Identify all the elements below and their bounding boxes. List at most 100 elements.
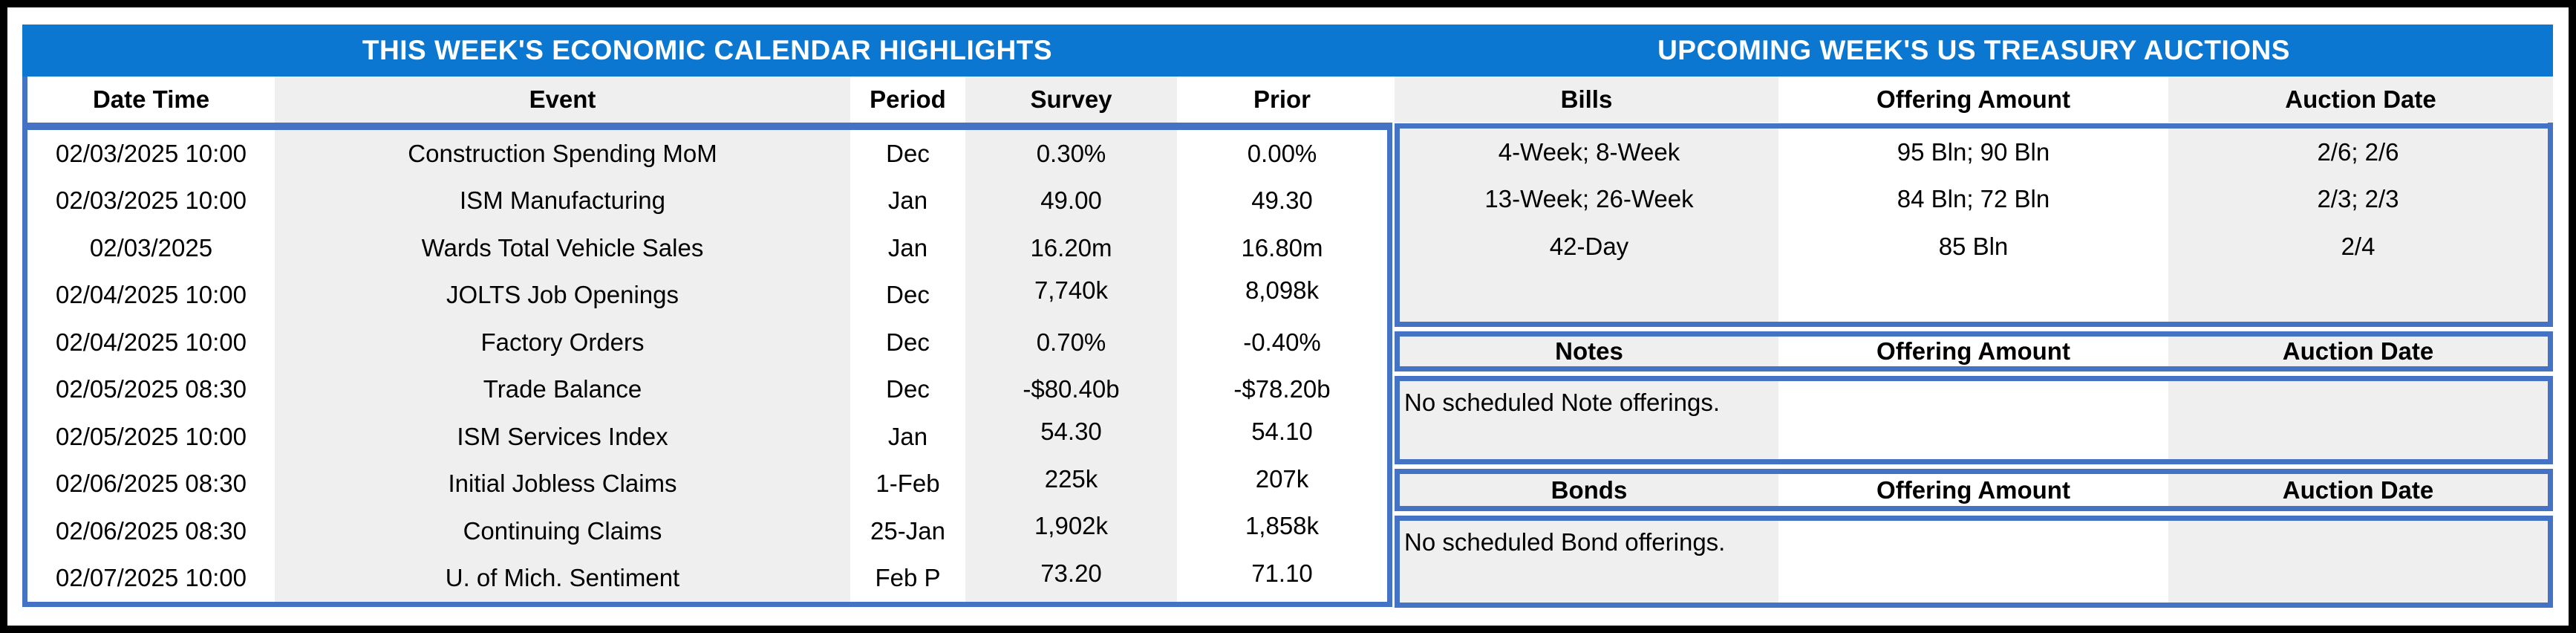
calendar-cell-prior: 16.80m (1241, 233, 1323, 262)
calendar-cell-survey: -$80.40b (965, 366, 1177, 413)
calendar-cell-event: U. of Mich. Sentiment (275, 554, 850, 602)
title-bar: THIS WEEK'S ECONOMIC CALENDAR HIGHLIGHTS… (22, 25, 2553, 77)
calendar-cell-period: Feb P (875, 564, 941, 592)
calendar-cell-period: Dec (886, 281, 930, 309)
calendar-cell-date-time: 02/04/2025 10:00 (56, 281, 247, 309)
calendar-header-date-time: Date Time (92, 85, 210, 113)
calendar-cell-event: ISM Services Index (275, 413, 850, 461)
table-row: 02/03/2025 10:00 Construction Spending M… (27, 130, 1387, 178)
calendar-cell-date-time: 02/03/2025 10:00 (56, 139, 247, 167)
table-row: 02/03/2025 10:00 ISM Manufacturing Jan 4… (27, 177, 1387, 224)
bonds-empty-message: No scheduled Bond offerings. (1404, 528, 1726, 556)
calendar-header-period: Period (870, 85, 946, 113)
table-row: 4-Week; 8-Week 95 Bln; 90 Bln 2/6; 2/6 (1400, 129, 2548, 176)
bills-column-stripes (1400, 129, 2548, 322)
table-row: 02/03/2025 Wards Total Vehicle Sales Jan… (27, 224, 1387, 272)
calendar-cell-prior: 1,858k (1245, 512, 1320, 539)
economic-calendar-title: THIS WEEK'S ECONOMIC CALENDAR HIGHLIGHTS (362, 35, 1053, 65)
table-row: 02/04/2025 10:00 JOLTS Job Openings Dec … (27, 271, 1387, 319)
bills-header-security: Bills (1395, 77, 1778, 123)
bills-table: 4-Week; 8-Week 95 Bln; 90 Bln 2/6; 2/6 1… (1395, 123, 2553, 327)
table-row: 42-Day 85 Bln 2/4 (1400, 223, 2548, 270)
calendar-cell-date-time: 02/06/2025 08:30 (56, 516, 247, 545)
table-row: 13-Week; 26-Week 84 Bln; 72 Bln 2/3; 2/3 (1400, 176, 2548, 224)
calendar-cell-survey: 0.30% (965, 130, 1177, 178)
calendar-cell-period: Jan (887, 186, 928, 215)
calendar-cell-event: JOLTS Job Openings (275, 271, 850, 319)
calendar-cell-prior: 8,098k (1245, 276, 1320, 304)
calendar-cell-prior: 49.30 (1251, 186, 1313, 215)
notes-header-security: Notes (1555, 337, 1623, 365)
notes-header-auction-date: Auction Date (2282, 337, 2434, 365)
calendar-body: 02/03/2025 10:00 Construction Spending M… (27, 130, 1387, 602)
calendar-cell-survey: 49.00 (965, 177, 1177, 224)
calendar-bottom-border (22, 602, 1392, 607)
notes-table: No scheduled Note offerings. (1395, 376, 2553, 464)
calendar-cell-prior: 207k (1255, 464, 1309, 493)
bills-cell-security: 4-Week; 8-Week (1498, 137, 1680, 166)
calendar-cell-event: Wards Total Vehicle Sales (275, 224, 850, 272)
bills-cell-security: 13-Week; 26-Week (1484, 185, 1694, 213)
calendar-cell-period: Jan (887, 422, 928, 450)
table-row: 02/06/2025 08:30 Continuing Claims 25-Ja… (27, 507, 1387, 555)
bonds-table: No scheduled Bond offerings. (1395, 516, 2553, 608)
calendar-cell-survey: 1,902k (965, 507, 1177, 555)
calendar-left-border (22, 77, 27, 607)
calendar-cell-date-time: 02/03/2025 10:00 (56, 186, 247, 215)
table-row: 02/05/2025 10:00 ISM Services Index Jan … (27, 413, 1387, 461)
bonds-header-offering-amount: Offering Amount (1876, 475, 2070, 504)
bonds-column-stripes (1400, 521, 2548, 603)
bills-header-row: Bills Offering Amount Auction Date (1395, 77, 2553, 123)
calendar-cell-survey: 225k (965, 460, 1177, 507)
calendar-cell-event: Construction Spending MoM (275, 130, 850, 178)
bonds-header-auction-date: Auction Date (2282, 475, 2434, 504)
notes-column-stripes (1400, 381, 2548, 459)
calendar-cell-date-time: 02/05/2025 08:30 (56, 375, 247, 403)
calendar-cell-date-time: 02/07/2025 10:00 (56, 564, 247, 592)
calendar-header-survey: Survey (965, 77, 1177, 123)
calendar-cell-prior: -0.40% (1243, 328, 1321, 356)
calendar-cell-prior: 54.10 (1251, 418, 1313, 445)
calendar-header-underline (22, 123, 1392, 130)
calendar-cell-period: Dec (886, 375, 930, 403)
calendar-cell-survey: 54.30 (965, 413, 1177, 461)
calendar-cell-period: Dec (886, 328, 930, 356)
table-row: 02/06/2025 08:30 Initial Jobless Claims … (27, 460, 1387, 507)
calendar-cell-event: ISM Manufacturing (275, 177, 850, 224)
calendar-cell-prior: -$78.20b (1233, 375, 1331, 403)
calendar-cell-prior: 0.00% (1247, 139, 1317, 167)
calendar-cell-date-time: 02/03/2025 (89, 233, 213, 262)
calendar-cell-prior: 71.10 (1251, 559, 1313, 587)
bills-cell-offering-amount: 85 Bln (1938, 232, 2009, 260)
calendar-cell-period: 25-Jan (870, 516, 945, 545)
bills-cell-auction-date: 2/4 (2341, 232, 2376, 260)
bills-cell-auction-date: 2/3; 2/3 (2317, 185, 2399, 213)
bills-cell-security: 42-Day (1549, 232, 1629, 260)
calendar-header-row: Date Time Event Period Survey Prior (27, 77, 1387, 123)
bills-cell-offering-amount: 95 Bln; 90 Bln (1897, 137, 2050, 166)
notes-empty-message: No scheduled Note offerings. (1404, 389, 1720, 416)
table-row: 02/07/2025 10:00 U. of Mich. Sentiment F… (27, 554, 1387, 602)
calendar-cell-period: 1-Feb (875, 470, 940, 498)
calendar-cell-date-time: 02/04/2025 10:00 (56, 328, 247, 356)
calendar-cell-survey: 16.20m (965, 224, 1177, 272)
bills-header-auction-date: Auction Date (2168, 77, 2553, 123)
calendar-cell-event: Continuing Claims (275, 507, 850, 555)
calendar-cell-period: Dec (886, 139, 930, 167)
bills-cell-auction-date: 2/6; 2/6 (2317, 137, 2399, 166)
calendar-cell-survey: 7,740k (965, 271, 1177, 319)
calendar-header-prior: Prior (1253, 85, 1311, 113)
bonds-header-security: Bonds (1551, 475, 1628, 504)
calendar-right-border (1387, 123, 1392, 607)
calendar-cell-period: Jan (887, 233, 928, 262)
bonds-header-stripes (1400, 474, 2548, 506)
calendar-cell-event: Factory Orders (275, 319, 850, 366)
bills-cell-offering-amount: 84 Bln; 72 Bln (1897, 185, 2050, 213)
treasury-auctions-title: UPCOMING WEEK'S US TREASURY AUCTIONS (1657, 35, 2290, 65)
calendar-cell-date-time: 02/06/2025 08:30 (56, 470, 247, 498)
calendar-cell-survey: 73.20 (965, 554, 1177, 602)
calendar-cell-date-time: 02/05/2025 10:00 (56, 422, 247, 450)
notes-header-row: Notes Offering Amount Auction Date (1395, 331, 2553, 371)
calendar-header-event: Event (275, 77, 850, 123)
